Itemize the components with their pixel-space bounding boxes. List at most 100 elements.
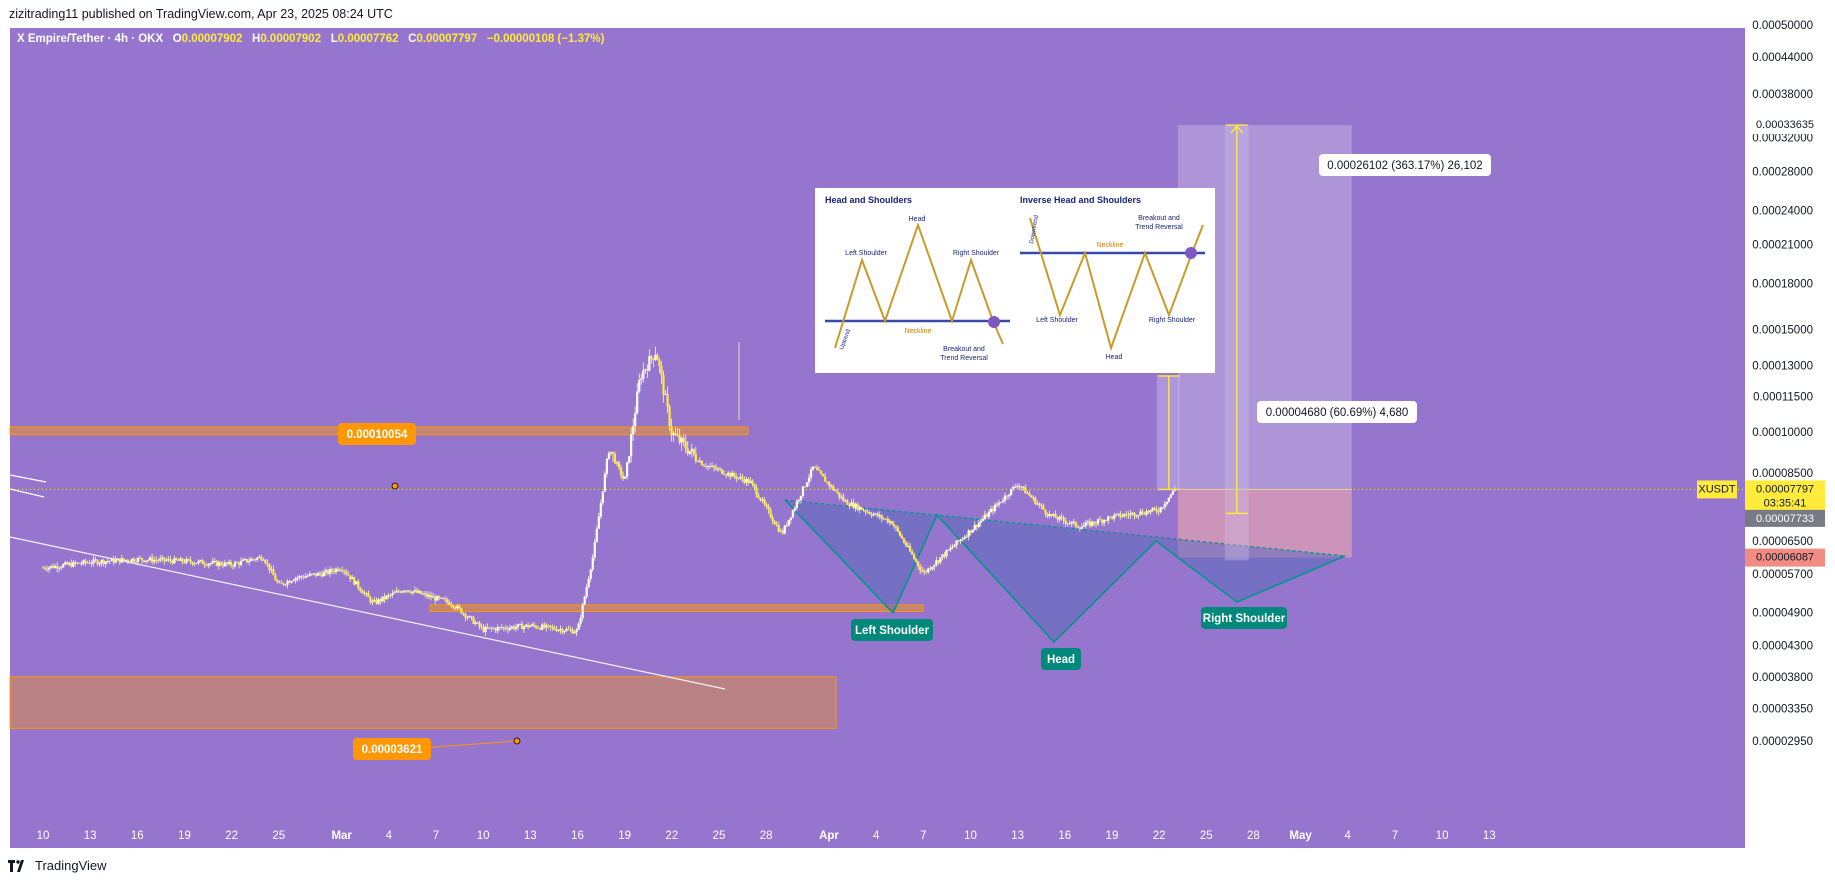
candle-body	[409, 591, 412, 594]
candle-body	[1058, 516, 1061, 520]
target-price-badge[interactable]: 0.00033635	[1745, 116, 1825, 135]
candle-body	[1092, 521, 1096, 524]
candle-body	[1001, 500, 1005, 502]
trendline-fragment[interactable]	[9, 488, 45, 498]
candle-body	[339, 570, 342, 571]
candle-body	[442, 597, 445, 600]
candle-body	[108, 561, 111, 562]
tradingview-brand[interactable]: TradingView	[8, 858, 107, 873]
candle-body	[866, 511, 869, 513]
candle-body	[239, 560, 243, 565]
candle-body	[619, 467, 623, 476]
neckline[interactable]	[784, 499, 1346, 557]
left-shoulder-label[interactable]: Left Shoulder	[851, 619, 933, 641]
zone-anchor[interactable]	[513, 737, 521, 745]
descending-trendline[interactable]	[9, 536, 726, 690]
trendline-fragment[interactable]	[9, 474, 47, 483]
stop-price-badge[interactable]: 0.00006087	[1745, 548, 1825, 567]
right-shoulder-label-bg	[1201, 607, 1287, 629]
candle-body	[1115, 514, 1118, 515]
candle-body	[1010, 488, 1013, 495]
candle-body	[836, 491, 839, 493]
x-tick-label: 4	[1345, 830, 1352, 842]
candle-body	[949, 547, 952, 550]
candle-body	[359, 587, 362, 591]
candle-body	[250, 559, 253, 562]
zone-label-lower[interactable]: 0.00003621	[353, 738, 431, 760]
candle-body	[662, 374, 665, 395]
candle-body	[1155, 509, 1158, 512]
measure-label-small[interactable]: 0.00004680 (60.69%) 4,680	[1257, 401, 1417, 423]
right-shoulder-label[interactable]: Right Shoulder	[1201, 607, 1287, 629]
symbol-badge[interactable]: XUSDT	[1697, 480, 1737, 499]
zone-anchor[interactable]	[391, 482, 399, 490]
candle-body	[280, 582, 283, 584]
candle-body	[514, 627, 518, 629]
head-label[interactable]: Head	[1041, 648, 1081, 670]
candle-body	[72, 561, 75, 567]
candle-body	[967, 530, 970, 537]
candle-body	[1109, 516, 1112, 518]
candle-body	[1094, 523, 1098, 525]
candle-body	[615, 462, 619, 464]
candle-body	[252, 559, 255, 560]
x-tick-label: 16	[571, 830, 584, 842]
candle-body	[654, 354, 657, 360]
tradingview-logo-icon	[8, 859, 24, 872]
candle-body	[1030, 495, 1033, 498]
candle-body	[609, 451, 613, 454]
candle-body	[300, 576, 303, 577]
candle-body	[367, 593, 370, 598]
current-price-badge-text: 0.00007797	[1756, 483, 1814, 495]
candle-body	[1157, 511, 1160, 513]
candle-body	[130, 558, 134, 562]
last-price-badge[interactable]: 0.00007733	[1745, 509, 1825, 527]
inset-left-break1: Breakout and	[943, 346, 985, 353]
y-tick-label: 0.00024000	[1752, 205, 1813, 217]
zone-label-upper[interactable]: 0.00010054	[338, 423, 416, 445]
candle-body	[646, 369, 649, 371]
candle-body	[1060, 516, 1063, 518]
price-zone[interactable]	[9, 676, 837, 729]
price-axis[interactable]	[1745, 28, 1825, 848]
candle-body	[1038, 503, 1041, 505]
candle-body	[393, 592, 396, 594]
candle-body	[403, 590, 406, 592]
pattern-outline[interactable]	[784, 499, 1346, 644]
x-tick-label: 19	[1106, 830, 1119, 842]
candle-body	[872, 514, 875, 516]
candle-body	[908, 545, 912, 552]
candle-body	[567, 629, 570, 630]
candle-body	[961, 538, 964, 540]
candle-body	[557, 629, 560, 632]
candle-body	[856, 503, 859, 510]
candle-body	[82, 560, 85, 564]
head-label-text: Head	[1047, 654, 1075, 666]
x-tick-label: 13	[524, 830, 537, 842]
x-tick-label: 22	[665, 830, 678, 842]
candle-body	[1003, 495, 1007, 501]
candle-body	[185, 559, 188, 563]
candle-body	[140, 558, 144, 561]
candle-body	[611, 451, 615, 454]
candle-body	[844, 500, 847, 502]
candle-body	[454, 607, 457, 609]
candle-body	[793, 507, 796, 511]
price-zone[interactable]	[429, 604, 924, 612]
candle-body	[822, 473, 825, 477]
candle-body	[322, 572, 326, 577]
candle-body	[977, 522, 980, 528]
candle-body	[112, 558, 115, 563]
candle-body	[118, 558, 121, 563]
x-tick-label: 4	[873, 830, 880, 842]
current-price-badge[interactable]: 0.00007797 03:35:41	[1745, 480, 1825, 513]
candle-body	[1125, 514, 1128, 516]
legend-low-label: L	[330, 33, 338, 45]
candle-body	[670, 425, 673, 436]
candle-body	[349, 575, 352, 580]
candle-body	[549, 625, 552, 628]
measure-label-large[interactable]: 0.00026102 (363.17%) 26,102	[1319, 154, 1491, 176]
candle-body	[1008, 494, 1011, 497]
candle-body	[423, 593, 427, 595]
candle-body	[1123, 514, 1126, 516]
